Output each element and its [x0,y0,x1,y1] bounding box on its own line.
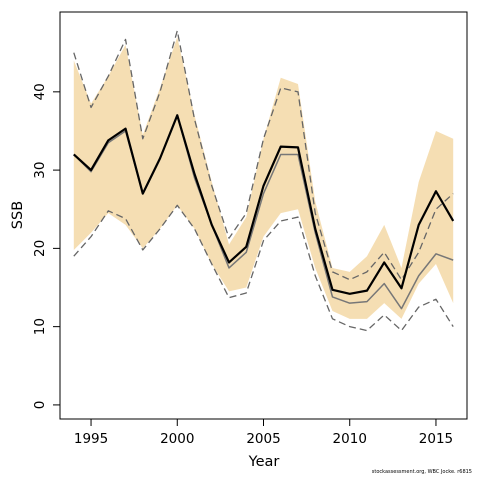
y-tick-label-30: 30 [32,162,48,179]
credit-text: stockassessment.org, WBC Jocke. r6815 [371,469,472,475]
confidence-band [73,37,454,319]
x-axis-title: Year [248,454,280,470]
x-tick-label-2015: 2015 [419,431,453,447]
x-tick-label-1995: 1995 [74,431,108,447]
upper-ci-line [73,30,454,281]
y-tick-label-40: 40 [32,83,48,100]
axes: 1995 2000 2005 2010 2015 0 10 20 30 40 [32,11,468,447]
lower-ci-line [73,204,454,332]
y-tick-label-10: 10 [32,318,48,335]
plot-area [73,30,455,332]
y-tick-label-20: 20 [32,240,48,257]
x-tick-label-2010: 2010 [333,431,367,447]
x-tick-label-2005: 2005 [246,431,280,447]
y-axis-title: SSB [10,201,26,229]
x-tick-label-2000: 2000 [160,431,194,447]
ssb-estimate-line [73,114,455,295]
y-tick-label-0: 0 [32,401,48,410]
